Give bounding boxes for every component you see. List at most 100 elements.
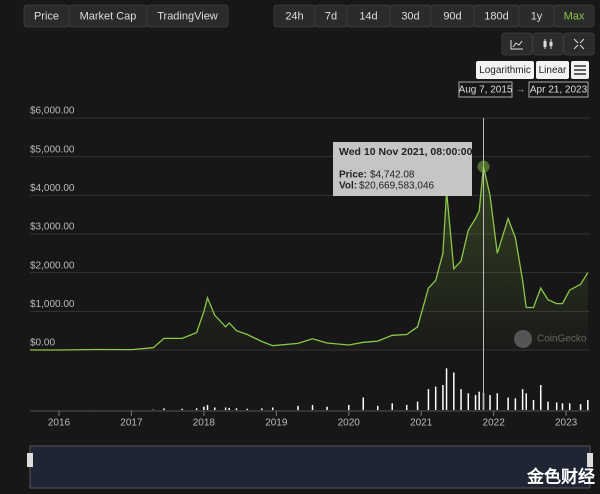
volume-bar <box>376 405 379 410</box>
x-tick-label: 2016 <box>48 418 71 429</box>
volume-bar <box>539 385 542 410</box>
y-tick-label: $1,000.00 <box>30 299 75 310</box>
volume-bar <box>496 393 499 410</box>
navigator-handle[interactable] <box>587 453 593 467</box>
line-icon <box>510 40 523 50</box>
volume-bar <box>489 395 491 410</box>
range-button-label: 30d <box>401 10 419 22</box>
volume-bar <box>348 405 350 410</box>
volume-bar <box>206 405 209 410</box>
view-tab-label: Price <box>34 10 59 22</box>
volume-bar <box>195 408 198 410</box>
navigator[interactable] <box>29 445 591 489</box>
volume-bar <box>547 401 549 410</box>
linear-button[interactable] <box>536 61 569 79</box>
linear-button-label: Linear <box>539 65 567 76</box>
hover-point <box>477 160 490 173</box>
volume-bar <box>228 407 230 410</box>
menu-icon <box>574 65 586 75</box>
candle-chart-button[interactable] <box>532 32 564 56</box>
volume-bar <box>532 400 535 410</box>
volume-bar <box>326 406 328 410</box>
x-tick-label: 2022 <box>483 418 506 429</box>
x-tick-label: 2023 <box>555 418 578 429</box>
volume-bar <box>561 403 564 410</box>
volume-bar <box>163 408 165 410</box>
y-tick-label: $5,000.00 <box>30 144 75 155</box>
navigator-handle[interactable] <box>27 453 33 467</box>
tooltip-box <box>333 142 472 196</box>
volume-bar <box>213 407 216 410</box>
tooltip-price-label: Price: <box>339 170 367 181</box>
date-to: Apr 21, 2023 <box>530 85 588 96</box>
volume-bar <box>453 372 455 410</box>
y-tick-label: $2,000.00 <box>30 260 75 271</box>
tooltip-vol: $20,669,583,046 <box>359 181 435 192</box>
volume-bar <box>297 405 299 410</box>
range-button-label: 14d <box>359 10 377 22</box>
range-button-label: 24h <box>285 10 303 22</box>
y-tick-label: $6,000.00 <box>30 106 75 117</box>
tooltip-title: Wed 10 Nov 2021, 08:00:00 <box>339 146 473 158</box>
x-tick-label: 2017 <box>120 418 143 429</box>
log-button[interactable] <box>476 61 534 79</box>
volume-bar <box>460 389 462 410</box>
y-tick-label: $3,000.00 <box>30 222 75 233</box>
candle-icon-body <box>549 42 553 46</box>
volume-bar <box>521 389 524 410</box>
overlay-watermark: 金色财经 <box>526 466 595 486</box>
volume-bar <box>427 389 430 410</box>
volume-bar <box>246 408 249 410</box>
view-tab-label: Market Cap <box>80 10 137 22</box>
price-line <box>30 166 589 351</box>
fullscreen-icon <box>573 38 585 50</box>
volume-bar <box>416 401 419 410</box>
volume-bar <box>181 408 183 410</box>
volume-bar <box>224 407 227 410</box>
date-from: Aug 7, 2015 <box>459 85 513 96</box>
volume-bar <box>555 402 558 410</box>
volume-bar <box>442 385 444 410</box>
range-button-label: 180d <box>484 10 508 22</box>
x-tick-label: 2020 <box>338 418 361 429</box>
range-button-label: 90d <box>443 10 461 22</box>
view-tab-label: TradingView <box>157 10 218 22</box>
fullscreen-button[interactable] <box>563 32 595 56</box>
volume-bar <box>271 407 274 410</box>
x-tick-label: 2018 <box>193 418 216 429</box>
volume-bar <box>261 408 263 410</box>
volume-bar <box>525 393 527 410</box>
watermark-logo <box>514 330 532 348</box>
volume-bar <box>235 408 238 410</box>
y-tick-label: $4,000.00 <box>30 183 75 194</box>
volume-bar <box>474 395 477 410</box>
tooltip-vol-label: Vol: <box>339 181 357 192</box>
date-from-box[interactable] <box>458 81 513 98</box>
y-tick-label: $0.00 <box>30 338 55 349</box>
volume-bar <box>587 400 589 410</box>
volume-bar <box>478 391 480 410</box>
date-arrow: → <box>516 85 526 96</box>
volume-bar <box>514 398 517 410</box>
watermark: CoinGecko <box>537 334 587 345</box>
volume-bar <box>203 406 205 410</box>
volume-bar <box>467 393 470 410</box>
x-tick-label: 2019 <box>265 418 288 429</box>
volume-bar <box>434 386 437 410</box>
range-button-label: Max <box>564 10 585 22</box>
tooltip-price: $4,742.08 <box>370 170 415 181</box>
volume-bar <box>405 405 408 410</box>
range-button[interactable] <box>553 4 595 28</box>
candle-icon-body <box>543 41 547 47</box>
volume-bar <box>391 403 393 410</box>
volume-bar <box>507 397 509 410</box>
range-button-label: 1y <box>531 10 543 22</box>
x-tick-label: 2021 <box>410 418 433 429</box>
view-tab[interactable] <box>146 4 229 28</box>
volume-bar <box>311 405 314 410</box>
volume-bar <box>568 403 571 410</box>
date-to-box[interactable] <box>528 81 589 98</box>
volume-bar <box>579 404 582 410</box>
volume-bar <box>445 368 448 410</box>
